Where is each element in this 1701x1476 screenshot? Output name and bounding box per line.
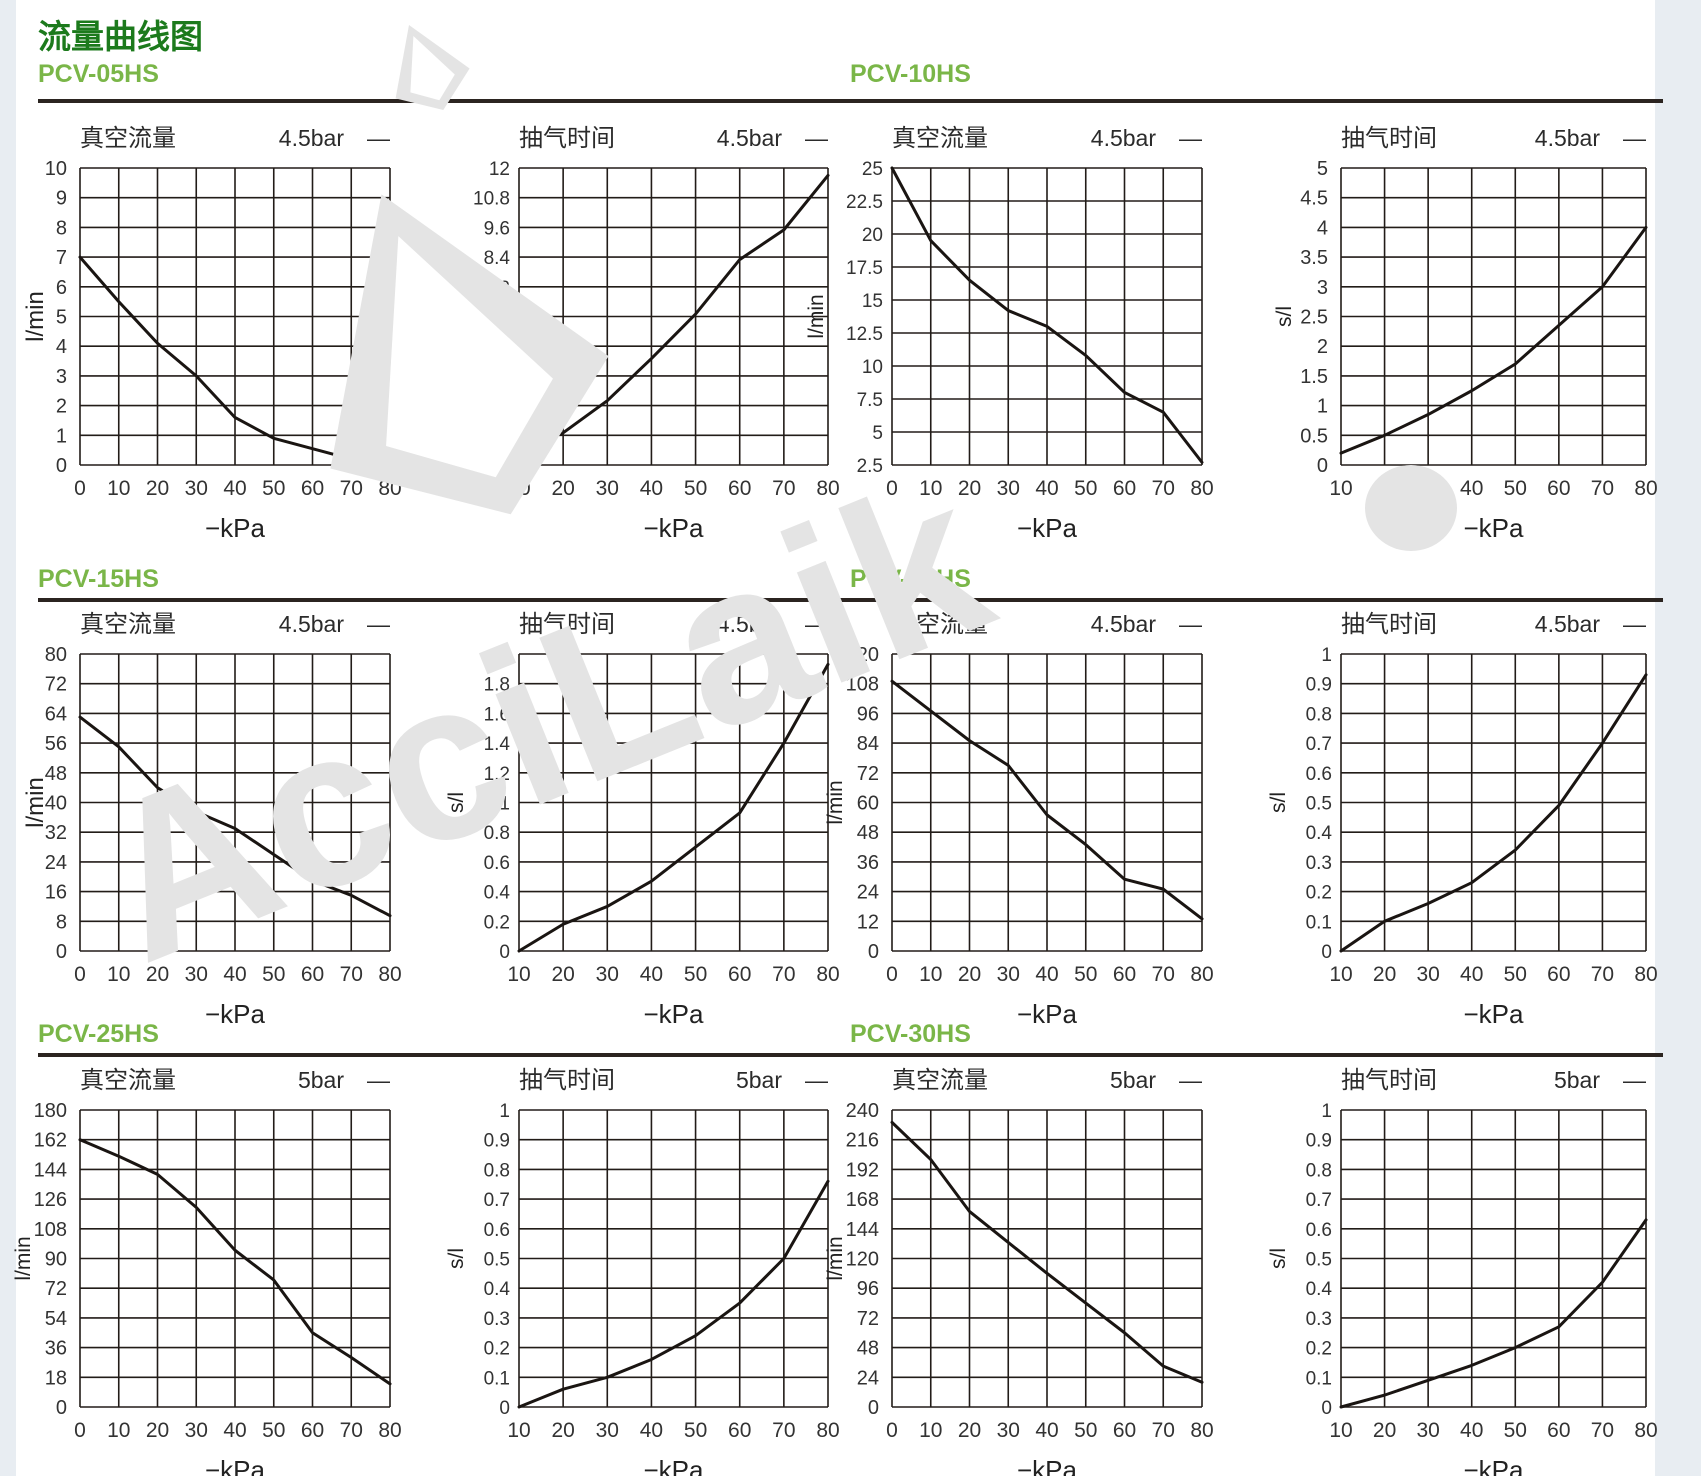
svg-text:s/l: s/l: [1267, 1248, 1290, 1269]
svg-text:0.1: 0.1: [1306, 1368, 1332, 1389]
svg-text:10: 10: [1329, 1419, 1352, 1442]
svg-text:0: 0: [1321, 1398, 1332, 1419]
svg-text:0.8: 0.8: [1306, 1160, 1332, 1181]
svg-text:50: 50: [1504, 1419, 1527, 1442]
svg-text:0.3: 0.3: [1306, 1309, 1332, 1330]
svg-text:20: 20: [1373, 1419, 1396, 1442]
svg-text:5bar —: 5bar —: [1554, 1067, 1646, 1093]
svg-text:0.2: 0.2: [1306, 1339, 1332, 1360]
svg-text:0.6: 0.6: [1306, 1220, 1332, 1241]
svg-text:30: 30: [1416, 1419, 1439, 1442]
svg-text:0.9: 0.9: [1306, 1131, 1332, 1152]
svg-text:70: 70: [1591, 1419, 1614, 1442]
svg-text:40: 40: [1460, 1419, 1483, 1442]
svg-text:0.5: 0.5: [1306, 1250, 1332, 1271]
svg-text:1: 1: [1321, 1101, 1332, 1122]
svg-text:−kPa: −kPa: [1464, 1455, 1525, 1476]
svg-text:0.7: 0.7: [1306, 1190, 1332, 1211]
svg-text:抽气时间: 抽气时间: [1341, 1067, 1437, 1094]
svg-text:60: 60: [1547, 1419, 1570, 1442]
svg-text:80: 80: [1634, 1419, 1657, 1442]
svg-text:0.4: 0.4: [1306, 1279, 1333, 1300]
